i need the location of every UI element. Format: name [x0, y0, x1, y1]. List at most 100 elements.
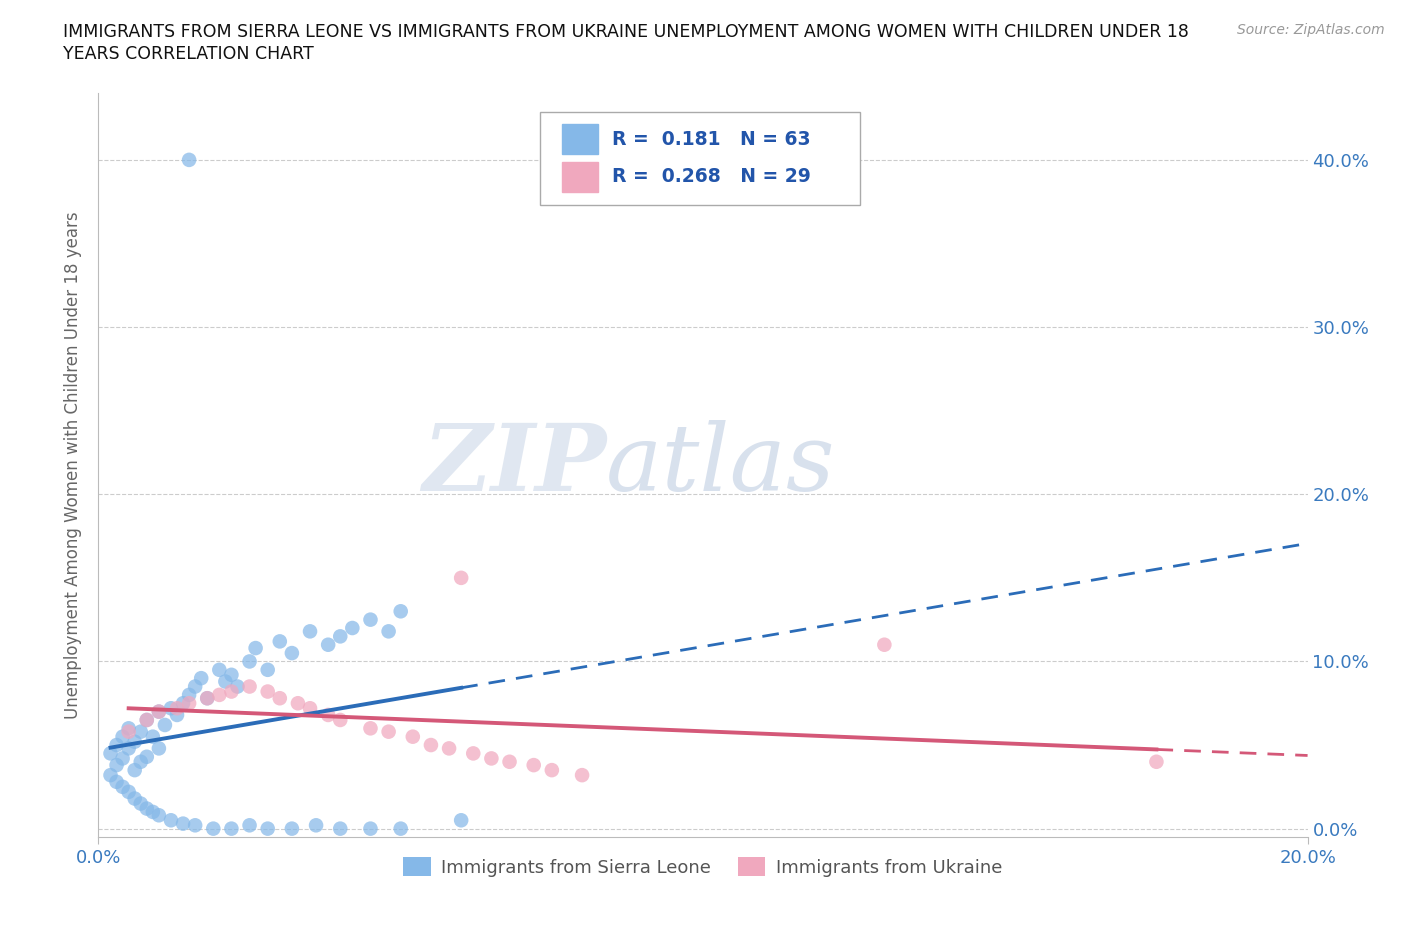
Point — [239, 679, 262, 694]
Point — [402, 729, 425, 744]
Point — [316, 708, 339, 723]
Point — [208, 687, 231, 702]
Point — [202, 821, 225, 836]
Point — [135, 712, 157, 727]
Point — [160, 701, 183, 716]
Point — [360, 721, 382, 736]
Point — [118, 724, 141, 739]
Point — [221, 821, 243, 836]
Point — [299, 624, 322, 639]
Point — [111, 729, 134, 744]
Point — [105, 737, 128, 752]
Point — [105, 775, 128, 790]
Point — [523, 758, 546, 773]
Point — [124, 735, 146, 750]
Point — [179, 696, 201, 711]
Point — [135, 750, 157, 764]
Point — [873, 637, 896, 652]
Text: IMMIGRANTS FROM SIERRA LEONE VS IMMIGRANTS FROM UKRAINE UNEMPLOYMENT AMONG WOMEN: IMMIGRANTS FROM SIERRA LEONE VS IMMIGRAN… — [63, 23, 1189, 41]
Point — [281, 821, 304, 836]
Point — [571, 767, 593, 782]
Point — [437, 741, 460, 756]
Point — [256, 821, 278, 836]
Point — [498, 754, 520, 769]
Point — [389, 821, 412, 836]
Point — [281, 645, 304, 660]
Point — [221, 668, 243, 683]
Point — [129, 796, 152, 811]
Point — [329, 821, 352, 836]
Point — [269, 691, 291, 706]
Point — [239, 817, 262, 832]
Point — [299, 701, 322, 716]
Point — [269, 634, 291, 649]
Point — [287, 696, 309, 711]
Point — [540, 763, 562, 777]
Text: ZIP: ZIP — [422, 420, 606, 510]
Point — [184, 679, 207, 694]
Point — [179, 687, 201, 702]
Point — [360, 612, 382, 627]
Point — [166, 701, 188, 716]
Point — [256, 684, 278, 699]
Text: R =  0.181   N = 63: R = 0.181 N = 63 — [613, 130, 811, 149]
Point — [195, 691, 218, 706]
Point — [148, 741, 170, 756]
Point — [256, 662, 278, 677]
Point — [329, 629, 352, 644]
Point — [239, 654, 262, 669]
Point — [377, 624, 399, 639]
Point — [420, 737, 443, 752]
Point — [226, 679, 249, 694]
Point — [148, 704, 170, 719]
Point — [481, 751, 503, 766]
Y-axis label: Unemployment Among Women with Children Under 18 years: Unemployment Among Women with Children U… — [65, 211, 83, 719]
Point — [360, 821, 382, 836]
Point — [377, 724, 399, 739]
Point — [142, 804, 165, 819]
Point — [153, 718, 176, 733]
Point — [135, 712, 157, 727]
Point — [450, 813, 472, 828]
Point — [389, 604, 412, 618]
Point — [245, 641, 267, 656]
Bar — [561, 162, 598, 192]
Point — [100, 767, 122, 782]
Point — [195, 691, 218, 706]
Point — [135, 801, 157, 816]
Text: Source: ZipAtlas.com: Source: ZipAtlas.com — [1237, 23, 1385, 37]
Point — [129, 724, 152, 739]
Point — [124, 791, 146, 806]
Point — [118, 784, 141, 799]
Point — [100, 746, 122, 761]
Point — [166, 708, 188, 723]
Point — [160, 813, 183, 828]
Point — [450, 570, 472, 585]
Text: R =  0.268   N = 29: R = 0.268 N = 29 — [613, 167, 811, 186]
Point — [111, 751, 134, 766]
Point — [316, 637, 339, 652]
Point — [172, 696, 194, 711]
FancyBboxPatch shape — [540, 112, 860, 205]
Point — [342, 620, 364, 635]
Point — [329, 712, 352, 727]
Point — [118, 721, 141, 736]
Point — [190, 671, 212, 685]
Text: YEARS CORRELATION CHART: YEARS CORRELATION CHART — [63, 45, 314, 62]
Legend: Immigrants from Sierra Leone, Immigrants from Ukraine: Immigrants from Sierra Leone, Immigrants… — [396, 850, 1010, 883]
Point — [111, 779, 134, 794]
Point — [172, 817, 194, 831]
Bar — [561, 125, 598, 154]
Point — [129, 754, 152, 769]
Point — [118, 741, 141, 756]
Text: atlas: atlas — [606, 420, 835, 510]
Point — [148, 808, 170, 823]
Point — [148, 704, 170, 719]
Point — [305, 817, 328, 832]
Point — [124, 763, 146, 777]
Point — [463, 746, 485, 761]
Point — [105, 758, 128, 773]
Point — [184, 817, 207, 832]
Point — [214, 674, 236, 689]
Point — [142, 729, 165, 744]
